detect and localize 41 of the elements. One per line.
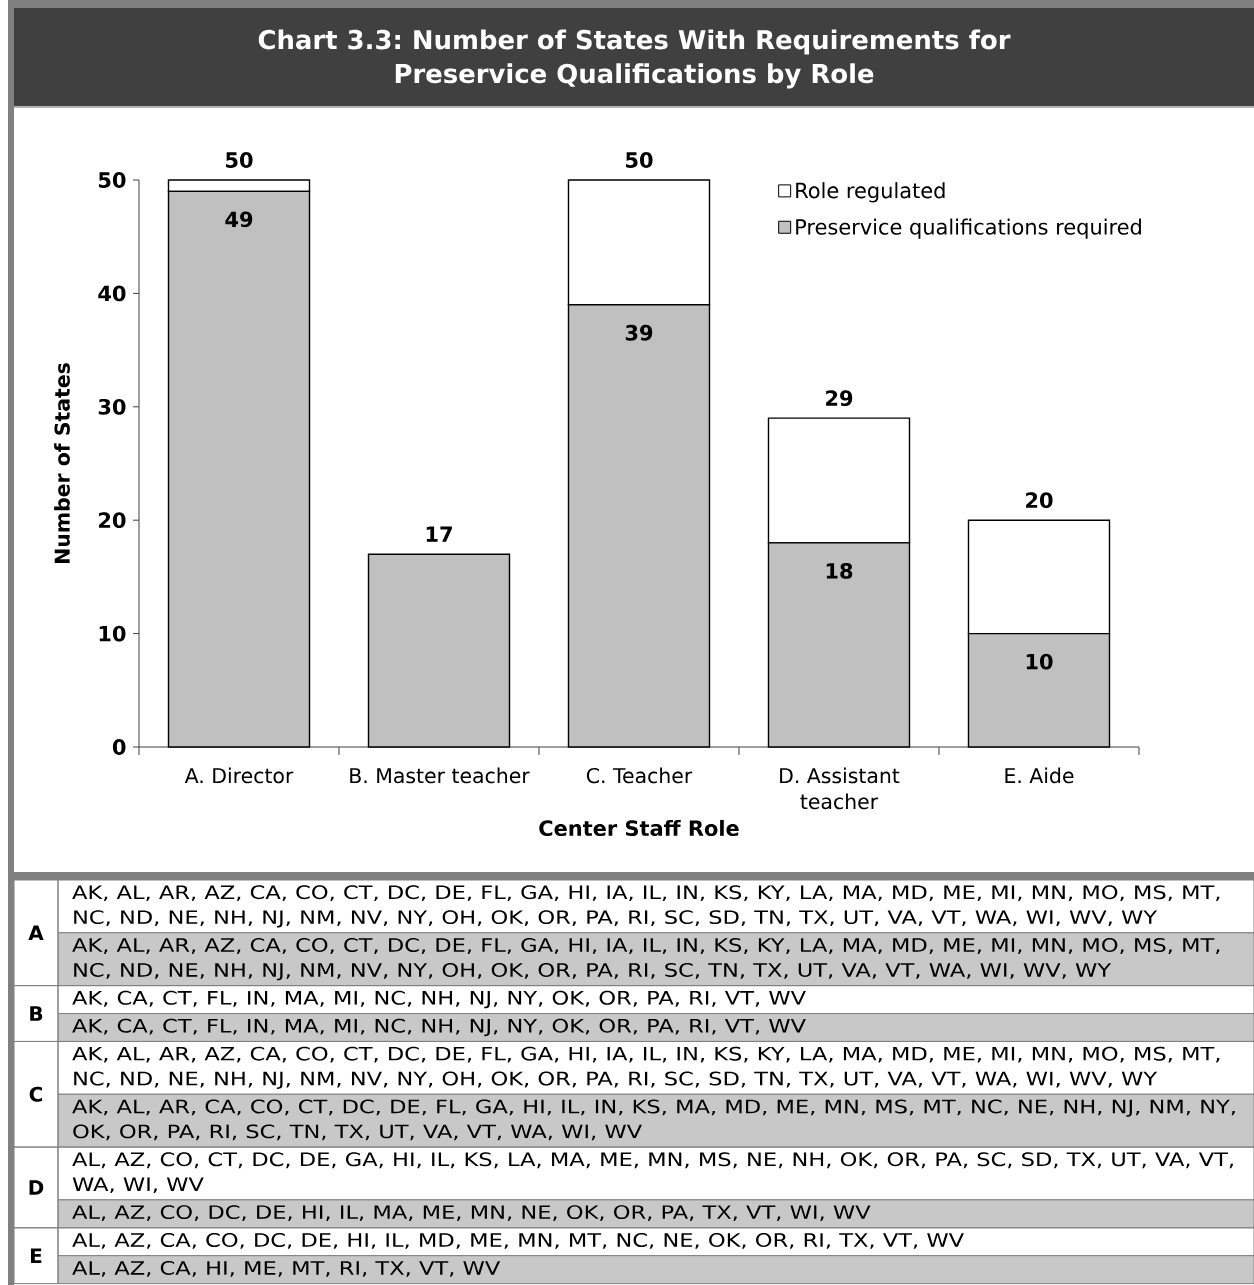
text: AL, AZ, CA, CO, DC, DE, HI, IL, MD, ME, MN, MT, NC, NE, OK, OR, RI, TX, VT, WV [72,1233,964,1249]
data-label: 18 [826,562,853,579]
text: AK, AL, AR, AZ, CA, CO, CT, DC, DE, FL, GA, HI, IA, IL, IN, KS, KY, LA, MA, MD, ME, MI, MN, MO, MS, MT, NC, ND, NE, NH, NJ, NM, NV, NY, OH, OK, OR, PA, RI, SC, SD, TN, TX, UT, VA, VT, WA, WI, WV, WY [72,1046,1220,1089]
text: E [31,1248,42,1263]
data-label: 39 [625,324,653,341]
text: AK, CA, CT, FL, IN, MA, MI, NC, NH, NJ, NY, OK, OR, PA, RI, VT, WV [72,1018,806,1037]
text: C [29,1086,43,1102]
text: D [29,1180,44,1195]
text: B [30,1006,43,1021]
x-tick-label: C. Teacher [586,767,693,784]
y-axis-title: Number of States [54,363,70,563]
total-label: 50 [626,152,653,168]
bar [367,553,511,748]
legend-label: Role regulated [796,182,945,203]
chart-title: Chart 3.3: Number of States With Requirements for Preservice Qualifications by Role [258,29,1011,89]
x-tick-label: A. Director [184,767,294,784]
text: A [28,925,44,941]
text: AK, AL, AR, CA, CO, CT, DC, DE, FL, GA, HI, IL, IN, KS, MA, MD, ME, MN, MS, MT, NC, NE, NH, NJ, NM, NY, OK, OR, PA, RI, SC, TN, TX, UT, VA, VT, WA, WI, WV [72,1099,1235,1141]
legend-label: Preservice qualifications required [796,218,1141,239]
total-label: 17 [426,526,452,542]
data-label: 10 [1026,653,1053,670]
y-tick-label: 30 [98,398,126,415]
total-label: 50 [226,152,253,168]
y-tick-label: 0 [112,739,126,755]
x-tick-label: E. Aide [1005,767,1074,784]
text: AL, AZ, CA, HI, ME, MT, RI, TX, VT, WV [72,1260,501,1277]
text: AK, CA, CT, FL, IN, MA, MI, NC, NH, NJ, NY, OK, OR, PA, RI, VT, WV [72,990,806,1009]
text: AL, AZ, CO, DC, DE, HI, IL, MA, ME, MN, NE, OK, OR, PA, TX, VT, WI, WV [72,1205,871,1221]
y-tick-label: 10 [99,625,126,642]
total-label: 29 [826,390,853,407]
total-label: 20 [1026,492,1053,509]
y-tick-label: 20 [99,512,126,529]
text: AK, AL, AR, AZ, CA, CO, CT, DC, DE, FL, GA, HI, IA, IL, IN, KS, KY, LA, MA, MD, ME, MI, MN, MO, MS, MT, NC, ND, NE, NH, NJ, NM, NV, NY, OH, OK, OR, PA, RI, SC, TN, TX, UT, VA, VT, WA, WI, WV, WY [72,938,1220,981]
text: AK, AL, AR, AZ, CA, CO, CT, DC, DE, FL, GA, HI, IA, IL, IN, KS, KY, LA, MA, MD, ME, MI, MN, MO, MS, MT, NC, ND, NE, NH, NJ, NM, NV, NY, OH, OK, OR, PA, RI, SC, SD, TN, TX, UT, VA, VT, WA, WI, WV, WY [72,885,1220,928]
text: AL, AZ, CO, CT, DC, DE, GA, HI, IL, KS, LA, MA, ME, MN, MS, NE, NH, OK, OR, PA, SC, SD, TX, UT, VA, VT, WA, WI, WV [72,1152,1233,1194]
y-tick-label: 40 [98,285,126,302]
x-tick-label: D. Assistant teacher [780,767,900,810]
x-tick-label: B. Master teacher [350,767,530,784]
data-label: 49 [225,211,253,228]
x-axis-title: Center Staff Role [539,819,739,837]
y-tick-label: 50 [98,172,126,188]
